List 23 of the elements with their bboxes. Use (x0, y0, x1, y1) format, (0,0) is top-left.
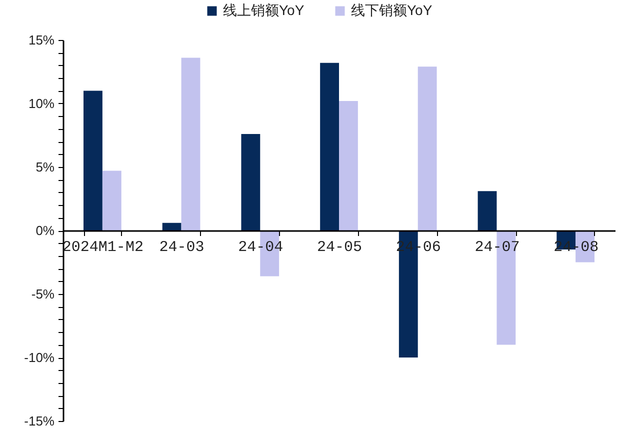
y-tick-label: 10% (28, 96, 55, 111)
x-tick-label: 24-03 (159, 239, 204, 256)
legend-label: 线下销额YoY (351, 2, 433, 18)
bar (478, 191, 497, 230)
y-tick-label: -15% (24, 414, 55, 428)
y-tick-label: -10% (24, 350, 55, 365)
bar (418, 66, 437, 230)
y-tick-label: 15% (28, 32, 55, 48)
bar (339, 100, 358, 230)
bar (241, 134, 260, 230)
x-tick-label: 24-08 (554, 239, 599, 256)
bar (162, 222, 182, 230)
y-tick-label: -5% (31, 286, 55, 302)
bar (320, 62, 339, 230)
y-tick-label: 5% (36, 160, 55, 174)
bar (181, 58, 200, 230)
x-tick-label: 24-07 (474, 239, 520, 256)
x-tick-label: 24-05 (316, 239, 362, 256)
bar (102, 170, 122, 230)
x-tick-label: 24-04 (238, 239, 284, 256)
y-tick-label: 0% (36, 223, 55, 238)
legend-label: 线上销额YoY (223, 2, 305, 18)
bar (84, 90, 102, 230)
